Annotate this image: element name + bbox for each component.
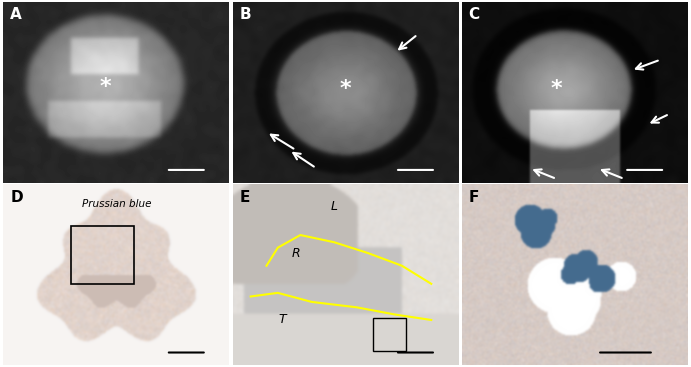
Text: E: E [239, 190, 249, 205]
Text: R: R [292, 247, 300, 259]
Text: B: B [239, 7, 251, 22]
Text: 5mm: 5mm [173, 184, 199, 195]
Text: T: T [278, 313, 286, 327]
Text: *: * [551, 79, 562, 99]
Text: 5mm: 5mm [403, 184, 428, 195]
Text: A: A [10, 7, 22, 22]
Text: Prussian blue: Prussian blue [82, 199, 151, 209]
Text: *: * [340, 79, 351, 99]
Bar [71, 226, 134, 284]
Text: 5mm: 5mm [632, 184, 657, 195]
Bar [372, 318, 406, 351]
Text: C: C [468, 7, 480, 22]
Text: *: * [100, 77, 111, 97]
Text: F: F [468, 190, 479, 205]
Text: D: D [10, 190, 23, 205]
Text: L: L [331, 200, 338, 212]
